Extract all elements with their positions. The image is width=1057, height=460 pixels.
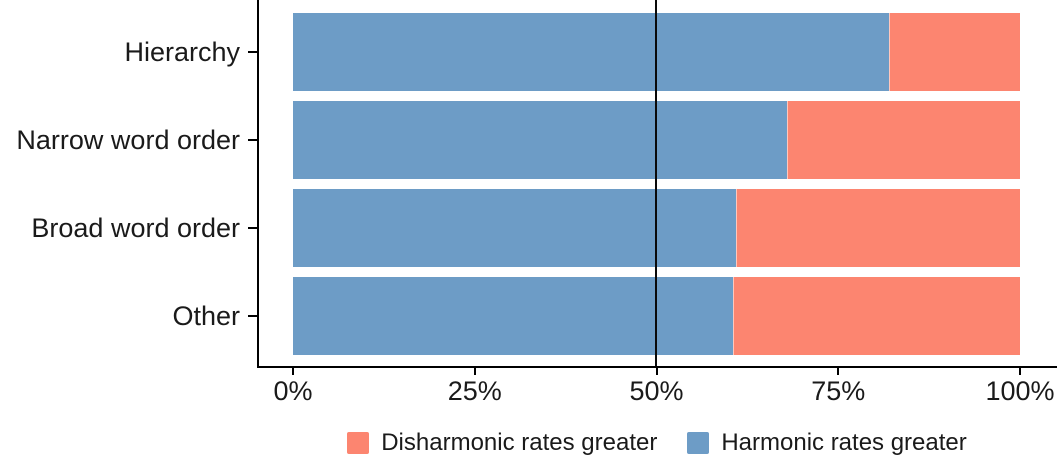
x-tick-0 (292, 366, 294, 375)
legend-label-harmonic-rates-greater: Harmonic rates greater (721, 429, 967, 456)
segment-disharmonic-rates-greater-broad-word-order (736, 189, 1020, 267)
bar-other (293, 277, 1020, 355)
x-tick-label-50: 50% (629, 376, 684, 406)
y-axis-spine (257, 0, 259, 366)
y-tick-hierarchy (248, 51, 257, 53)
x-tick-label-0: 0% (273, 376, 313, 406)
y-label-hierarchy: Hierarchy (124, 37, 240, 67)
segment-harmonic-rates-greater-narrow-word-order (293, 101, 788, 179)
reference-line-50-percent (655, 0, 657, 366)
legend-swatch-harmonic-rates-greater (687, 432, 710, 454)
x-tick-75 (837, 366, 840, 375)
segment-disharmonic-rates-greater-hierarchy (889, 13, 1020, 91)
bar-broad-word-order (293, 189, 1020, 267)
x-tick-label-75: 75% (811, 376, 866, 406)
legend-item-harmonic-rates-greater: Harmonic rates greater (687, 429, 967, 457)
chart-legend: Disharmonic rates greater Harmonic rates … (257, 428, 1057, 458)
y-label-broad-word-order: Broad word order (31, 213, 240, 243)
x-tick-label-100: 100% (985, 376, 1055, 406)
legend-label-disharmonic-rates-greater: Disharmonic rates greater (381, 429, 658, 456)
bar-hierarchy (293, 13, 1020, 91)
segment-harmonic-rates-greater-hierarchy (293, 13, 890, 91)
x-tick-25 (473, 366, 476, 375)
legend-item-disharmonic-rates-greater: Disharmonic rates greater (347, 429, 657, 457)
y-tick-broad-word-order (248, 227, 257, 229)
segment-harmonic-rates-greater-other (293, 277, 733, 355)
segment-disharmonic-rates-greater-narrow-word-order (787, 101, 1020, 179)
legend-swatch-disharmonic-rates-greater (347, 432, 370, 454)
x-tick-50 (655, 366, 658, 375)
y-tick-other (248, 315, 257, 317)
x-tick-label-25: 25% (447, 376, 502, 406)
x-tick-100 (1019, 366, 1021, 375)
y-label-narrow-word-order: Narrow word order (16, 125, 240, 155)
segment-disharmonic-rates-greater-other (732, 277, 1020, 355)
y-tick-narrow-word-order (248, 139, 257, 141)
bar-narrow-word-order (293, 101, 1020, 179)
y-label-other: Other (172, 301, 240, 331)
segment-harmonic-rates-greater-broad-word-order (293, 189, 737, 267)
